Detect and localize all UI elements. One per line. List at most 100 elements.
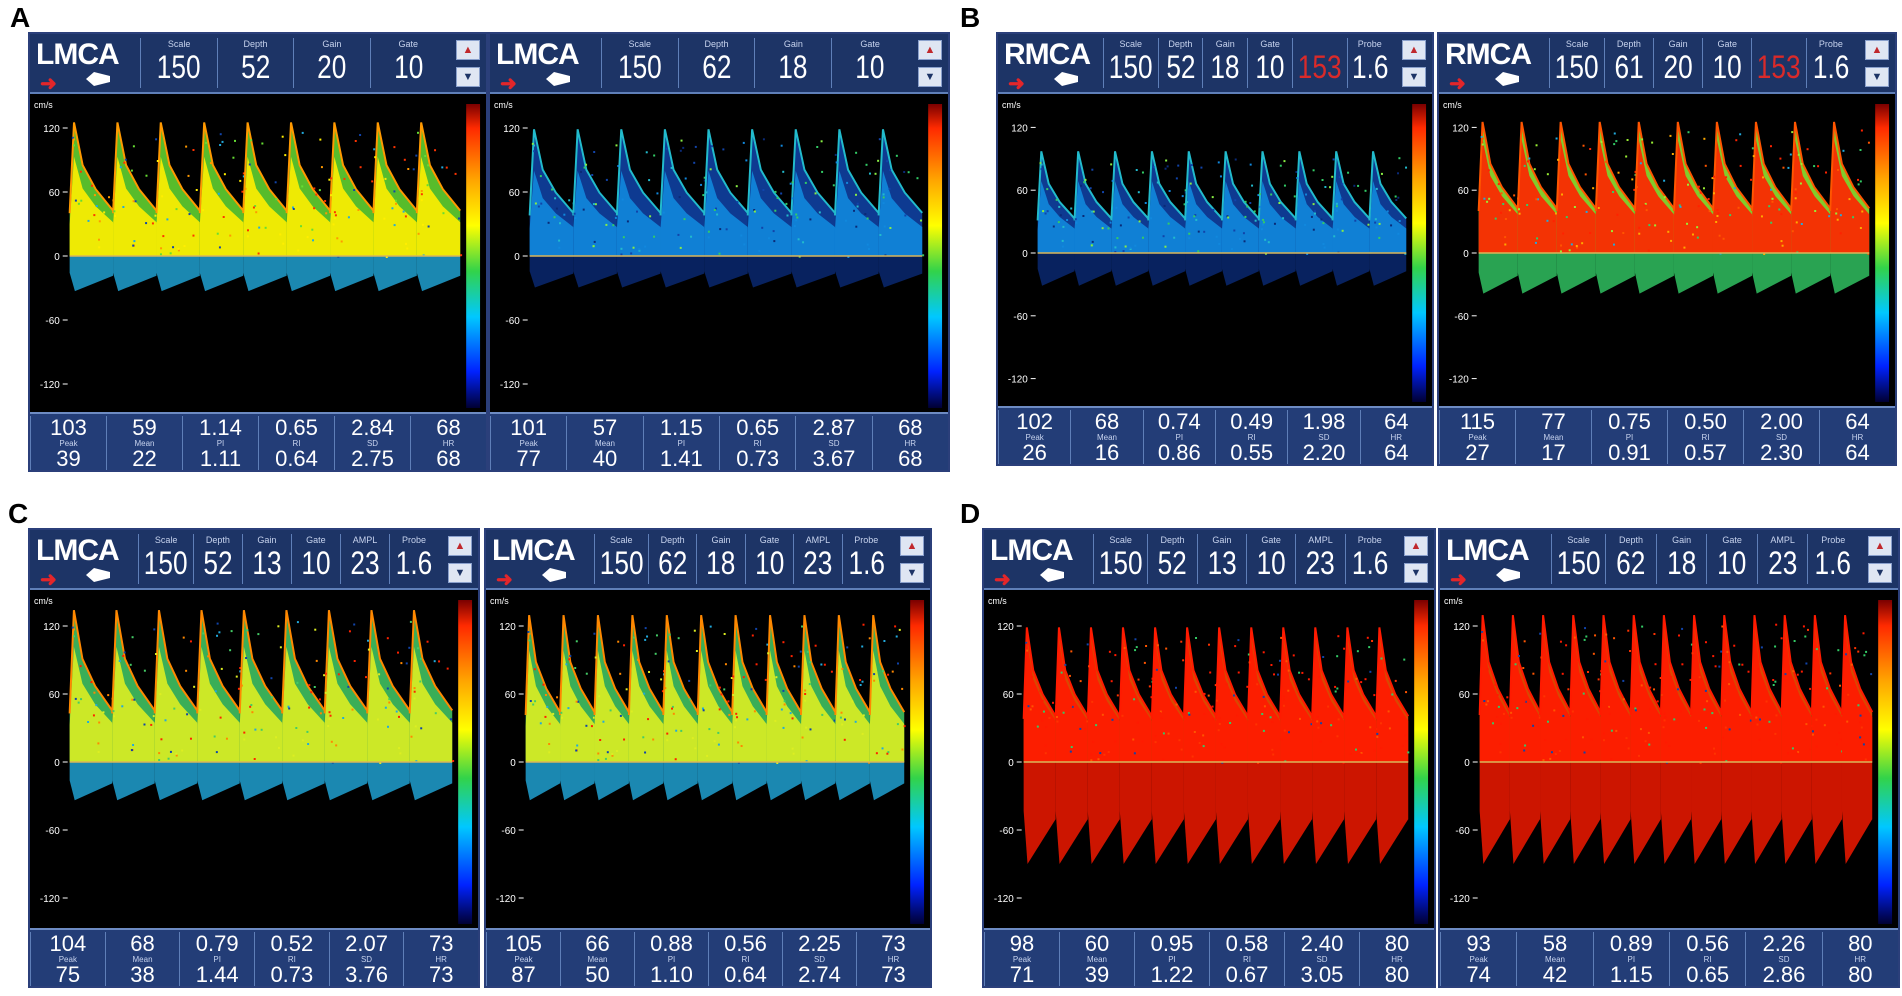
speckle — [246, 229, 249, 232]
speckle — [789, 712, 792, 715]
increase-button[interactable]: ▲ — [448, 536, 472, 556]
parameter-cell[interactable]: Gain 20 — [293, 38, 369, 88]
speckle — [1336, 228, 1339, 231]
speckle — [275, 198, 278, 201]
parameter-cell[interactable]: Depth 52 — [192, 534, 242, 584]
parameter-value: 150 — [617, 49, 662, 85]
speckle — [1089, 187, 1092, 190]
measurement-label: PI — [634, 955, 708, 965]
increase-button[interactable]: ▲ — [1404, 536, 1428, 556]
speckle — [854, 720, 857, 723]
parameter-cell[interactable]: Probe 1.6 — [1344, 534, 1394, 584]
parameter-cell[interactable]: Depth 62 — [1605, 534, 1656, 584]
parameter-cell[interactable]: Depth 52 — [1157, 38, 1203, 88]
parameter-cell[interactable]: Depth 52 — [216, 38, 293, 88]
parameter-cell[interactable]: Gain 20 — [1652, 38, 1702, 88]
parameter-cell[interactable]: AMPL 23 — [1295, 534, 1344, 584]
decrease-button[interactable]: ▼ — [918, 67, 942, 87]
speckle — [1768, 720, 1771, 723]
parameter-cell[interactable]: Gate 10 — [744, 534, 793, 584]
speckle — [1532, 672, 1535, 675]
decrease-button[interactable]: ▼ — [1402, 67, 1426, 87]
decrease-button[interactable]: ▼ — [1404, 563, 1428, 583]
parameter-cell[interactable]: Scale 150 — [600, 38, 678, 88]
decrease-button[interactable]: ▼ — [448, 563, 472, 583]
increase-button[interactable]: ▲ — [1402, 40, 1426, 60]
parameter-cell[interactable]: Gate 10 — [290, 534, 340, 584]
beat-core — [1376, 640, 1409, 762]
speckle — [1091, 700, 1094, 703]
parameter-cell[interactable]: Gate 10 — [1702, 38, 1751, 88]
speckle — [1806, 148, 1809, 151]
parameter-cell[interactable]: Scale 150 — [593, 534, 648, 584]
parameter-cell[interactable]: AMPL 23 — [339, 534, 389, 584]
parameter-cell[interactable]: Gate 10 — [1246, 534, 1295, 584]
parameter-cell[interactable]: AMPL 23 — [1756, 534, 1808, 584]
speckle — [544, 715, 547, 718]
parameter-cell[interactable]: Gain 18 — [1202, 38, 1247, 88]
parameter-cell[interactable]: 153 — [1751, 38, 1805, 88]
parameter-cell[interactable]: Scale 150 — [140, 38, 216, 88]
beat-edge — [834, 614, 871, 716]
speckle — [1496, 715, 1499, 718]
beat-negative — [766, 762, 801, 801]
increase-button[interactable]: ▲ — [918, 40, 942, 60]
speckle — [1633, 188, 1636, 191]
parameter-cell[interactable]: Scale 150 — [138, 534, 192, 584]
speckle — [234, 139, 236, 142]
speckle — [312, 239, 315, 242]
speckle — [1070, 746, 1073, 748]
speckle — [1391, 693, 1394, 696]
parameter-cell[interactable]: Probe 1.6 — [1346, 38, 1392, 88]
decrease-button[interactable]: ▼ — [900, 563, 924, 583]
parameter-cell[interactable]: Probe 1.6 — [1805, 38, 1855, 88]
speckle — [539, 722, 542, 725]
increase-button[interactable]: ▲ — [1865, 40, 1889, 60]
speckle — [1041, 699, 1044, 702]
parameter-cell[interactable]: Scale 150 — [1092, 534, 1147, 584]
parameter-cell[interactable]: Probe 1.6 — [388, 534, 438, 584]
parameter-value: 18 — [706, 545, 736, 581]
parameter-cell[interactable]: 153 — [1292, 38, 1346, 88]
parameter-cell[interactable]: Probe 1.6 — [841, 534, 890, 584]
speckle — [1276, 673, 1279, 676]
beat-core — [1691, 629, 1722, 762]
parameter-cell[interactable]: Gate 10 — [1706, 534, 1757, 584]
parameter-cell[interactable]: Scale 150 — [1550, 534, 1605, 584]
parameter-cell[interactable]: Gain 13 — [241, 534, 291, 584]
increase-button[interactable]: ▲ — [456, 40, 480, 60]
parameter-cell[interactable]: Probe 1.6 — [1807, 534, 1858, 584]
parameter-cell[interactable]: Gain 18 — [1655, 534, 1707, 584]
parameter-cell[interactable]: Scale 150 — [1103, 38, 1157, 88]
speckle — [318, 189, 321, 192]
decrease-button[interactable]: ▼ — [1865, 67, 1889, 87]
parameter-cell[interactable]: Gate 10 — [1247, 38, 1292, 88]
parameter-cell[interactable]: Gain 13 — [1196, 534, 1246, 584]
speckle — [1600, 141, 1603, 143]
parameter-cell[interactable]: Depth 62 — [647, 534, 696, 584]
parameter-cell[interactable]: Depth 62 — [677, 38, 755, 88]
measurement-label: Peak — [1439, 433, 1515, 443]
parameter-cell[interactable]: Depth 52 — [1147, 534, 1196, 584]
parameter-cell[interactable]: Gain 18 — [754, 38, 831, 88]
decrease-button[interactable]: ▼ — [456, 67, 480, 87]
speckle — [365, 676, 367, 679]
parameter-cell[interactable]: AMPL 23 — [793, 534, 841, 584]
increase-button[interactable]: ▲ — [1868, 536, 1892, 556]
increase-button[interactable]: ▲ — [900, 536, 924, 556]
speckle — [279, 233, 282, 236]
parameter-cell[interactable]: Depth 61 — [1603, 38, 1653, 88]
speckle — [319, 138, 322, 141]
parameter-cell[interactable]: Gate 10 — [831, 38, 908, 88]
parameter-cell[interactable]: Gain 18 — [696, 534, 744, 584]
beat-edge — [1022, 627, 1057, 719]
parameter-cell[interactable]: Gate 10 — [369, 38, 446, 88]
speckle — [1504, 218, 1507, 220]
decrease-button[interactable]: ▼ — [1868, 563, 1892, 583]
speckle — [1806, 628, 1809, 631]
speckle — [855, 193, 857, 196]
speckle — [1066, 219, 1069, 221]
speckle — [887, 751, 890, 754]
speckle — [1796, 752, 1799, 755]
parameter-cell[interactable]: Scale 150 — [1549, 38, 1603, 88]
